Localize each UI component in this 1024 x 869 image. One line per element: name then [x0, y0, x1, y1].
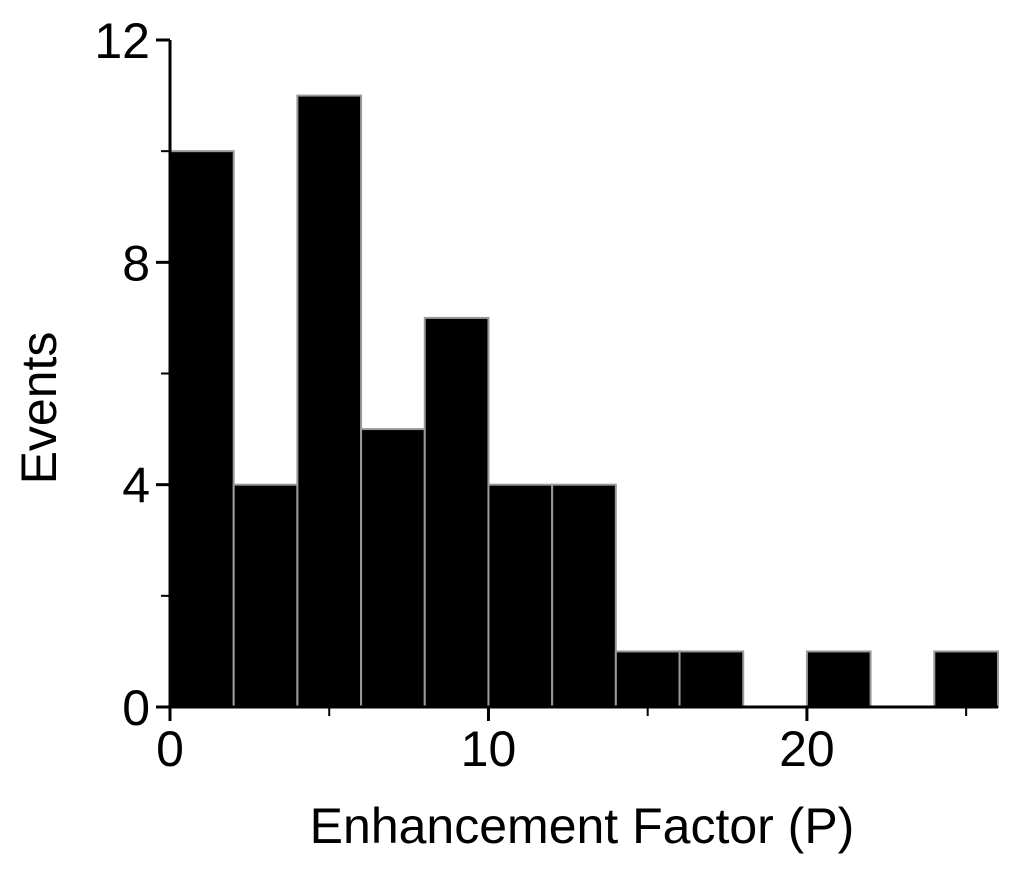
histogram-bar — [551, 483, 617, 708]
histogram-bar — [614, 650, 681, 709]
histogram-bar — [232, 483, 299, 708]
histogram-bar — [805, 650, 872, 709]
histogram-bar — [487, 483, 554, 708]
histogram-bar — [169, 150, 235, 708]
histogram-bar — [933, 650, 999, 709]
histogram-bar — [423, 316, 490, 708]
y-tick-label: 12 — [94, 13, 150, 69]
ticks-group — [156, 38, 968, 721]
bars-group — [169, 94, 999, 709]
y-tick-label: 0 — [122, 680, 150, 736]
histogram-bar — [360, 428, 426, 708]
x-tick-label: 10 — [461, 721, 517, 777]
y-axis-title: Events — [11, 332, 67, 485]
histogram-bar — [296, 94, 363, 709]
tick-labels-group: 0 10 20 0 4 8 12 — [94, 13, 834, 777]
x-axis-title: Enhancement Factor (P) — [310, 798, 855, 854]
x-tick-label: 0 — [156, 721, 184, 777]
x-tick-label: 20 — [779, 721, 835, 777]
y-tick-label: 8 — [122, 235, 150, 291]
y-tick-label: 4 — [122, 458, 150, 514]
histogram-bar — [678, 650, 745, 709]
